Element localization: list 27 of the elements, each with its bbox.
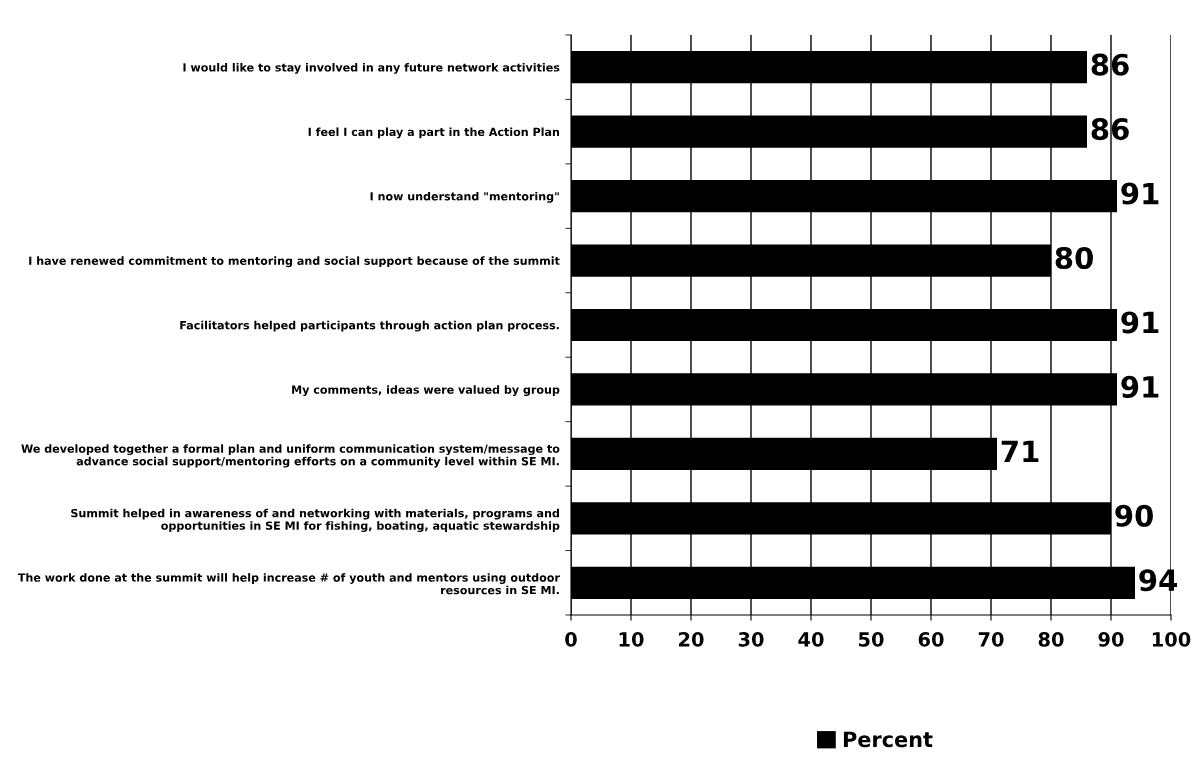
legend-label: Percent [843, 731, 933, 748]
y-tick-label: We developed together a formal plan and uniform communication system/message to advance social support/mentoring efforts on a community level within SE MI. [21, 444, 560, 468]
x-tick-label: 40 [798, 632, 824, 647]
x-tick-label: 80 [1038, 632, 1064, 647]
y-tick-label: Facilitators helped participants through action plan process. [180, 320, 559, 332]
y-tick-label: Summit helped in awareness of and networking with materials, programs and opportunities in SE MI for fishing, boating, aquatic stewardship [71, 508, 560, 533]
y-tick-label: I feel I can play a part in the Action Plan [308, 127, 560, 139]
x-tick-label: 100 [1152, 632, 1191, 647]
x-tick-label: 90 [1098, 632, 1124, 647]
y-tick-label: I have renewed commitment to mentoring and social support because of the summit [29, 256, 560, 268]
x-tick-label: 0 [565, 632, 577, 647]
x-tick-label: 30 [738, 632, 764, 647]
y-tick-label: The work done at the summit will help increase # of youth and mentors using outdoor resources in SE MI. [17, 573, 560, 595]
data-label: 91 [1121, 182, 1159, 205]
data-label: 80 [1055, 246, 1093, 270]
x-tick-label: 10 [619, 632, 644, 647]
x-tick-label: 70 [978, 632, 1004, 647]
y-tick-label: My comments, ideas were valued by group [292, 385, 560, 397]
data-label: 91 [1121, 311, 1159, 334]
x-tick-label: 50 [858, 632, 884, 647]
data-label: 90 [1115, 504, 1153, 527]
y-tick-label: I would like to stay involved in any future network activities [183, 63, 560, 74]
data-label: 91 [1121, 375, 1159, 398]
x-tick-label: 20 [679, 632, 704, 647]
data-label: 71 [1001, 440, 1039, 462]
x-tick-label: 60 [918, 632, 944, 647]
y-tick-label: I now understand "mentoring" [370, 191, 559, 203]
